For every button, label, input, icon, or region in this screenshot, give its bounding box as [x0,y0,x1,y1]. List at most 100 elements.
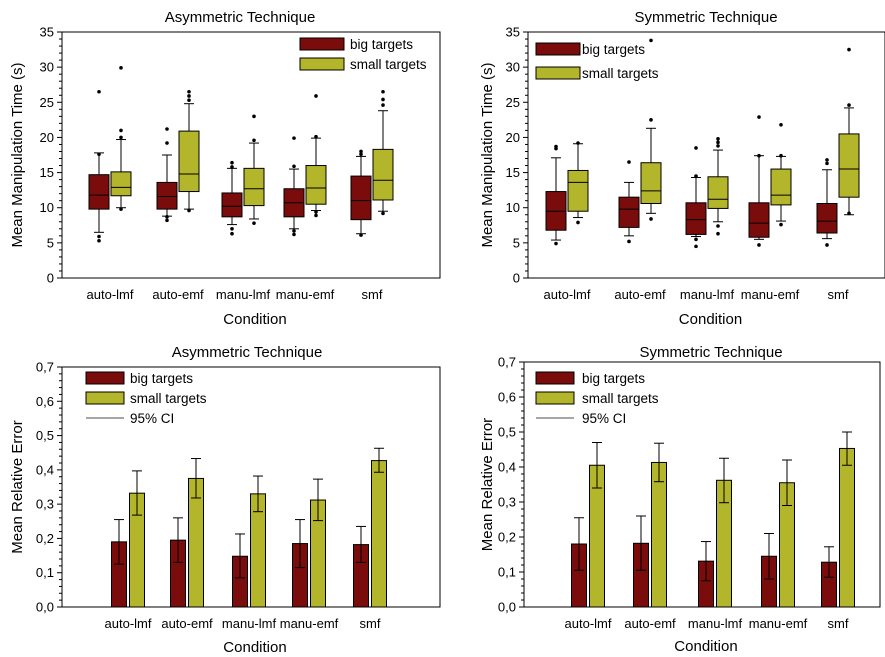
x-tick-label: smf [362,287,383,302]
x-tick-label: auto-lmf [105,616,152,631]
box-big [221,192,243,218]
y-tick-label: 0,4 [36,462,54,477]
x-tick-label: manu-lmf [222,616,277,631]
plot-frame [527,31,885,279]
y-tick-label: 15 [40,165,54,180]
y-tick-label: 0 [47,271,54,286]
outlier-point [165,215,169,219]
x-tick-label: smf [360,616,381,631]
y-tick-label: 0,4 [498,460,516,475]
outlier-point [292,232,296,237]
outlier-point [779,153,783,158]
outlier-point [252,114,256,119]
box-small [372,148,394,201]
x-tick-label: manu-lmf [680,287,735,302]
outlier-point [757,153,761,158]
y-tick-label: 0,2 [498,530,516,545]
legend-label: big targets [582,42,645,57]
x-axis-title: Condition [223,311,286,328]
box-big [618,196,640,228]
outlier-point [649,118,653,122]
x-tick-label: auto-lmf [565,616,612,631]
legend-label: small targets [130,391,207,406]
y-tick-label: 5 [47,235,54,250]
outlier-point [165,141,169,145]
outlier-point [825,161,829,166]
outlier-point [252,221,256,225]
outlier-point [97,152,101,157]
y-tick-label: 0,2 [36,531,54,546]
bar-small [839,447,855,608]
y-axis-title: Mean Relative Error [9,420,26,553]
x-tick-label: manu-emf [280,616,339,631]
outlier-point [165,127,169,131]
box-big [816,202,838,234]
box-small [567,169,589,212]
y-tick-label: 35 [40,25,54,40]
legend-swatch-big [85,371,125,385]
chart-title: Asymmetric Technique [172,344,323,361]
outlier-point [230,231,234,236]
outlier-point [292,229,296,233]
x-tick-label: manu-emf [276,287,335,302]
box-big [88,174,110,210]
y-tick-label: 0,1 [36,565,54,580]
outlier-point [554,144,558,149]
outlier-point [119,128,123,133]
box-big [685,202,707,235]
box-small [838,133,860,198]
outlier-point [314,213,318,218]
outlier-point [230,227,234,231]
outlier-point [97,238,101,243]
outlier-point [779,222,783,227]
outlier-point [825,158,829,162]
y-tick-label: 0,6 [498,390,516,405]
outlier-point [230,160,234,165]
x-tick-label: auto-emf [161,616,213,631]
outlier-point [292,164,296,169]
chart-title: Asymmetric Technique [165,9,316,26]
box-small [640,162,662,204]
box-big [156,181,178,210]
chart-title: Symmetric Technique [634,9,777,26]
outlier-point [649,38,653,43]
y-tick-label: 5 [513,235,520,250]
x-tick-label: manu-lmf [216,287,271,302]
y-tick-label: 30 [506,60,520,75]
outlier-point [694,146,698,150]
x-tick-label: auto-emf [624,616,676,631]
outlier-point [359,233,363,237]
box-small [110,171,132,197]
x-axis-title: Condition [223,639,286,656]
chart-panel-1: Asymmetric Technique 0 5 10 15 20 25 30 35 Condit… [9,9,441,328]
outlier-point [187,208,191,213]
outlier-point [694,244,698,249]
y-tick-label: 0,3 [36,497,54,512]
outlier-point [230,165,234,169]
bar-small [371,460,387,608]
outlier-point [716,137,720,141]
chart-panel-3: Asymmetric Technique 0,0 0,1 0,2 0,3 0,4 0,5 0,… [9,344,441,656]
outlier-point [119,207,123,211]
chart-panel-2: Symmetric Technique 0 5 10 15 20 25 30 35 Conditi… [479,9,885,328]
y-tick-label: 20 [40,130,54,145]
outlier-point [716,224,720,228]
legend-swatch-small [85,391,125,405]
box-small [305,165,327,205]
legend-swatch-small [299,57,345,71]
y-axis-title: Mean Relative Error [479,418,496,551]
outlier-point [627,239,631,244]
outlier-point [825,243,829,247]
legend-swatch-big [299,37,345,51]
legend-label: 95% CI [582,411,626,426]
outlier-point [847,47,851,52]
legend-label: small targets [350,57,427,72]
outlier-point [119,135,123,140]
legend-swatch-small [535,391,575,405]
outlier-point [314,134,318,139]
x-axis-title: Condition [674,638,737,655]
outlier-point [187,94,191,98]
outlier-point [694,174,698,178]
outlier-point [649,217,653,221]
x-tick-label: auto-emf [152,287,204,302]
